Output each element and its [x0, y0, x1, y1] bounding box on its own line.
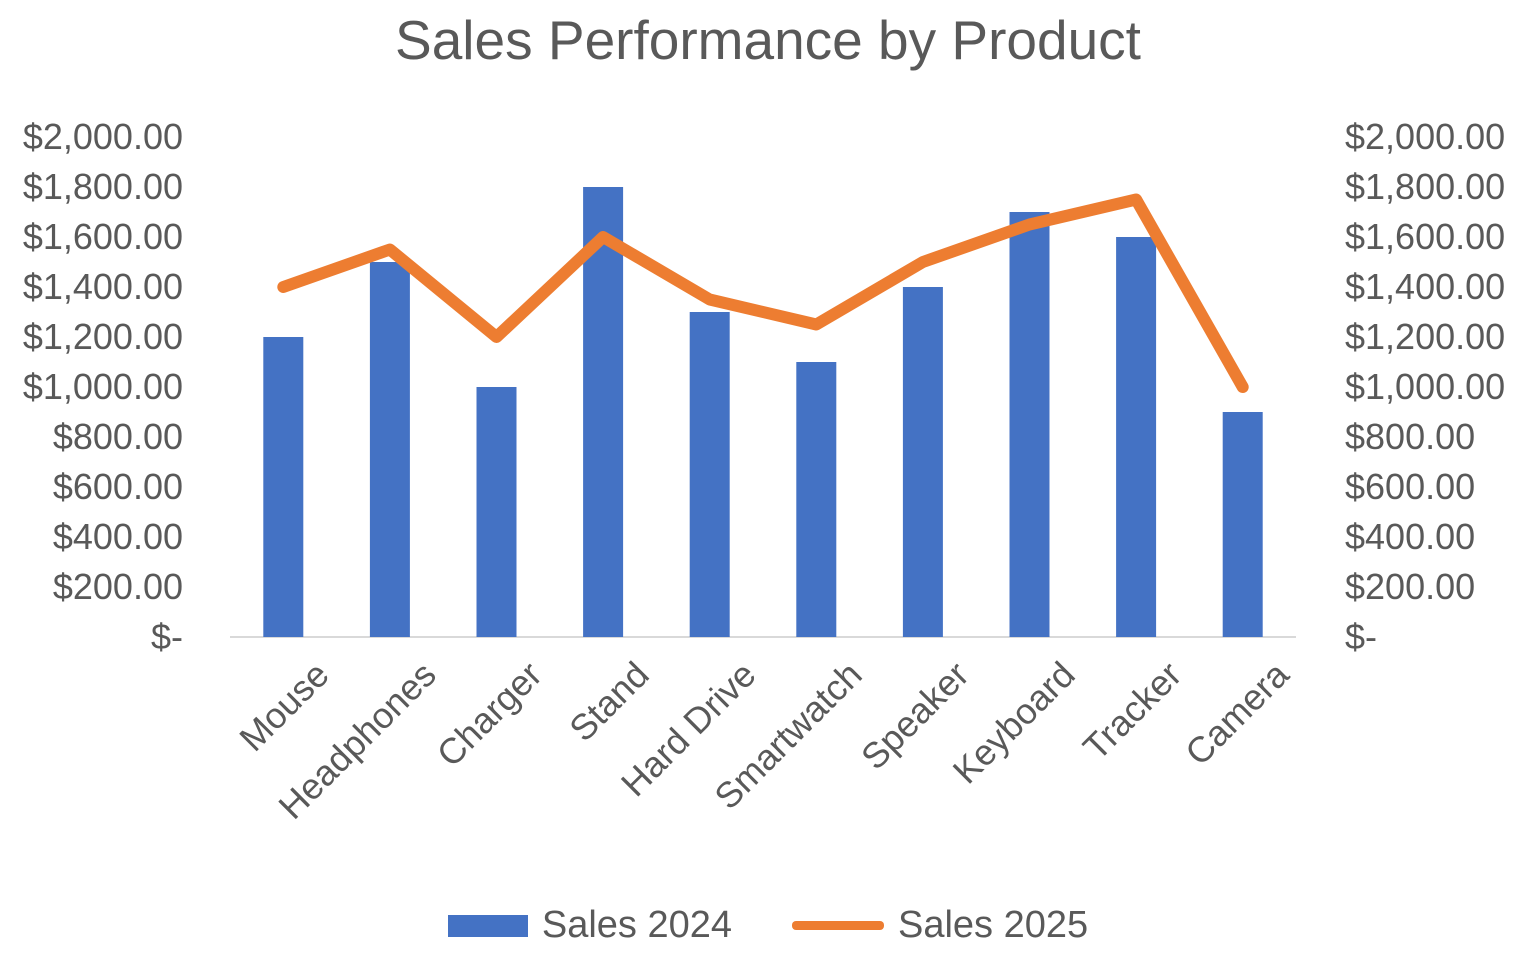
line-sales-2025 [277, 193, 1249, 393]
legend-label: Sales 2024 [541, 904, 732, 946]
y-tick-label: $1,800.00 [22, 166, 183, 207]
y-axis-right: $2,000.00 $1,800.00 $1,600.00 $1,400.00 $1,2… [1345, 0, 1536, 957]
bar-tracker [1116, 237, 1157, 637]
y-tick-label: $2,000.00 [1345, 116, 1506, 157]
y-tick-label: $- [1345, 616, 1378, 657]
legend: Sales 2024 Sales 2025 [0, 904, 1536, 947]
y-tick-label: $1,800.00 [1345, 166, 1506, 207]
legend-swatch-line [792, 921, 884, 930]
bar-hard-drive [689, 312, 730, 637]
y-tick-label: $1,600.00 [1345, 216, 1506, 257]
bar-headphones [369, 262, 410, 637]
y-tick-label: $- [150, 616, 183, 657]
y-tick-label: $1,400.00 [1345, 266, 1506, 307]
bar-speaker [902, 287, 943, 637]
y-tick-label: $1,200.00 [22, 316, 183, 357]
y-tick-label: $1,200.00 [1345, 316, 1506, 357]
legend-swatch-bar [447, 914, 528, 937]
y-tick-label: $600.00 [52, 466, 183, 507]
y-tick-label: $800.00 [1345, 416, 1476, 457]
bar-camera [1222, 412, 1263, 637]
x-axis-line [230, 636, 1296, 638]
y-tick-label: $1,400.00 [22, 266, 183, 307]
y-tick-label: $800.00 [52, 416, 183, 457]
y-tick-label: $400.00 [52, 516, 183, 557]
y-tick-label: $1,000.00 [22, 366, 183, 407]
bar-keyboard [1009, 212, 1050, 637]
y-tick-label: $1,000.00 [1345, 366, 1506, 407]
y-tick-label: $600.00 [1345, 466, 1476, 507]
y-axis-left: $2,000.00 $1,800.00 $1,600.00 $1,400.00 $1,2… [0, 0, 185, 957]
y-tick-label: $200.00 [1345, 566, 1476, 607]
y-tick-label: $400.00 [1345, 516, 1476, 557]
y-tick-label: $200.00 [52, 566, 183, 607]
bar-stand [583, 187, 624, 637]
bar-smartwatch [796, 362, 837, 637]
y-tick-label: $2,000.00 [22, 116, 183, 157]
legend-item-sales-2024: Sales 2024 [447, 904, 732, 947]
bar-charger [476, 387, 517, 637]
legend-item-sales-2025: Sales 2025 [792, 904, 1088, 947]
chart-title: Sales Performance by Product [395, 9, 1141, 71]
bar-mouse [263, 337, 304, 637]
legend-label: Sales 2025 [898, 904, 1089, 946]
y-tick-label: $1,600.00 [22, 216, 183, 257]
